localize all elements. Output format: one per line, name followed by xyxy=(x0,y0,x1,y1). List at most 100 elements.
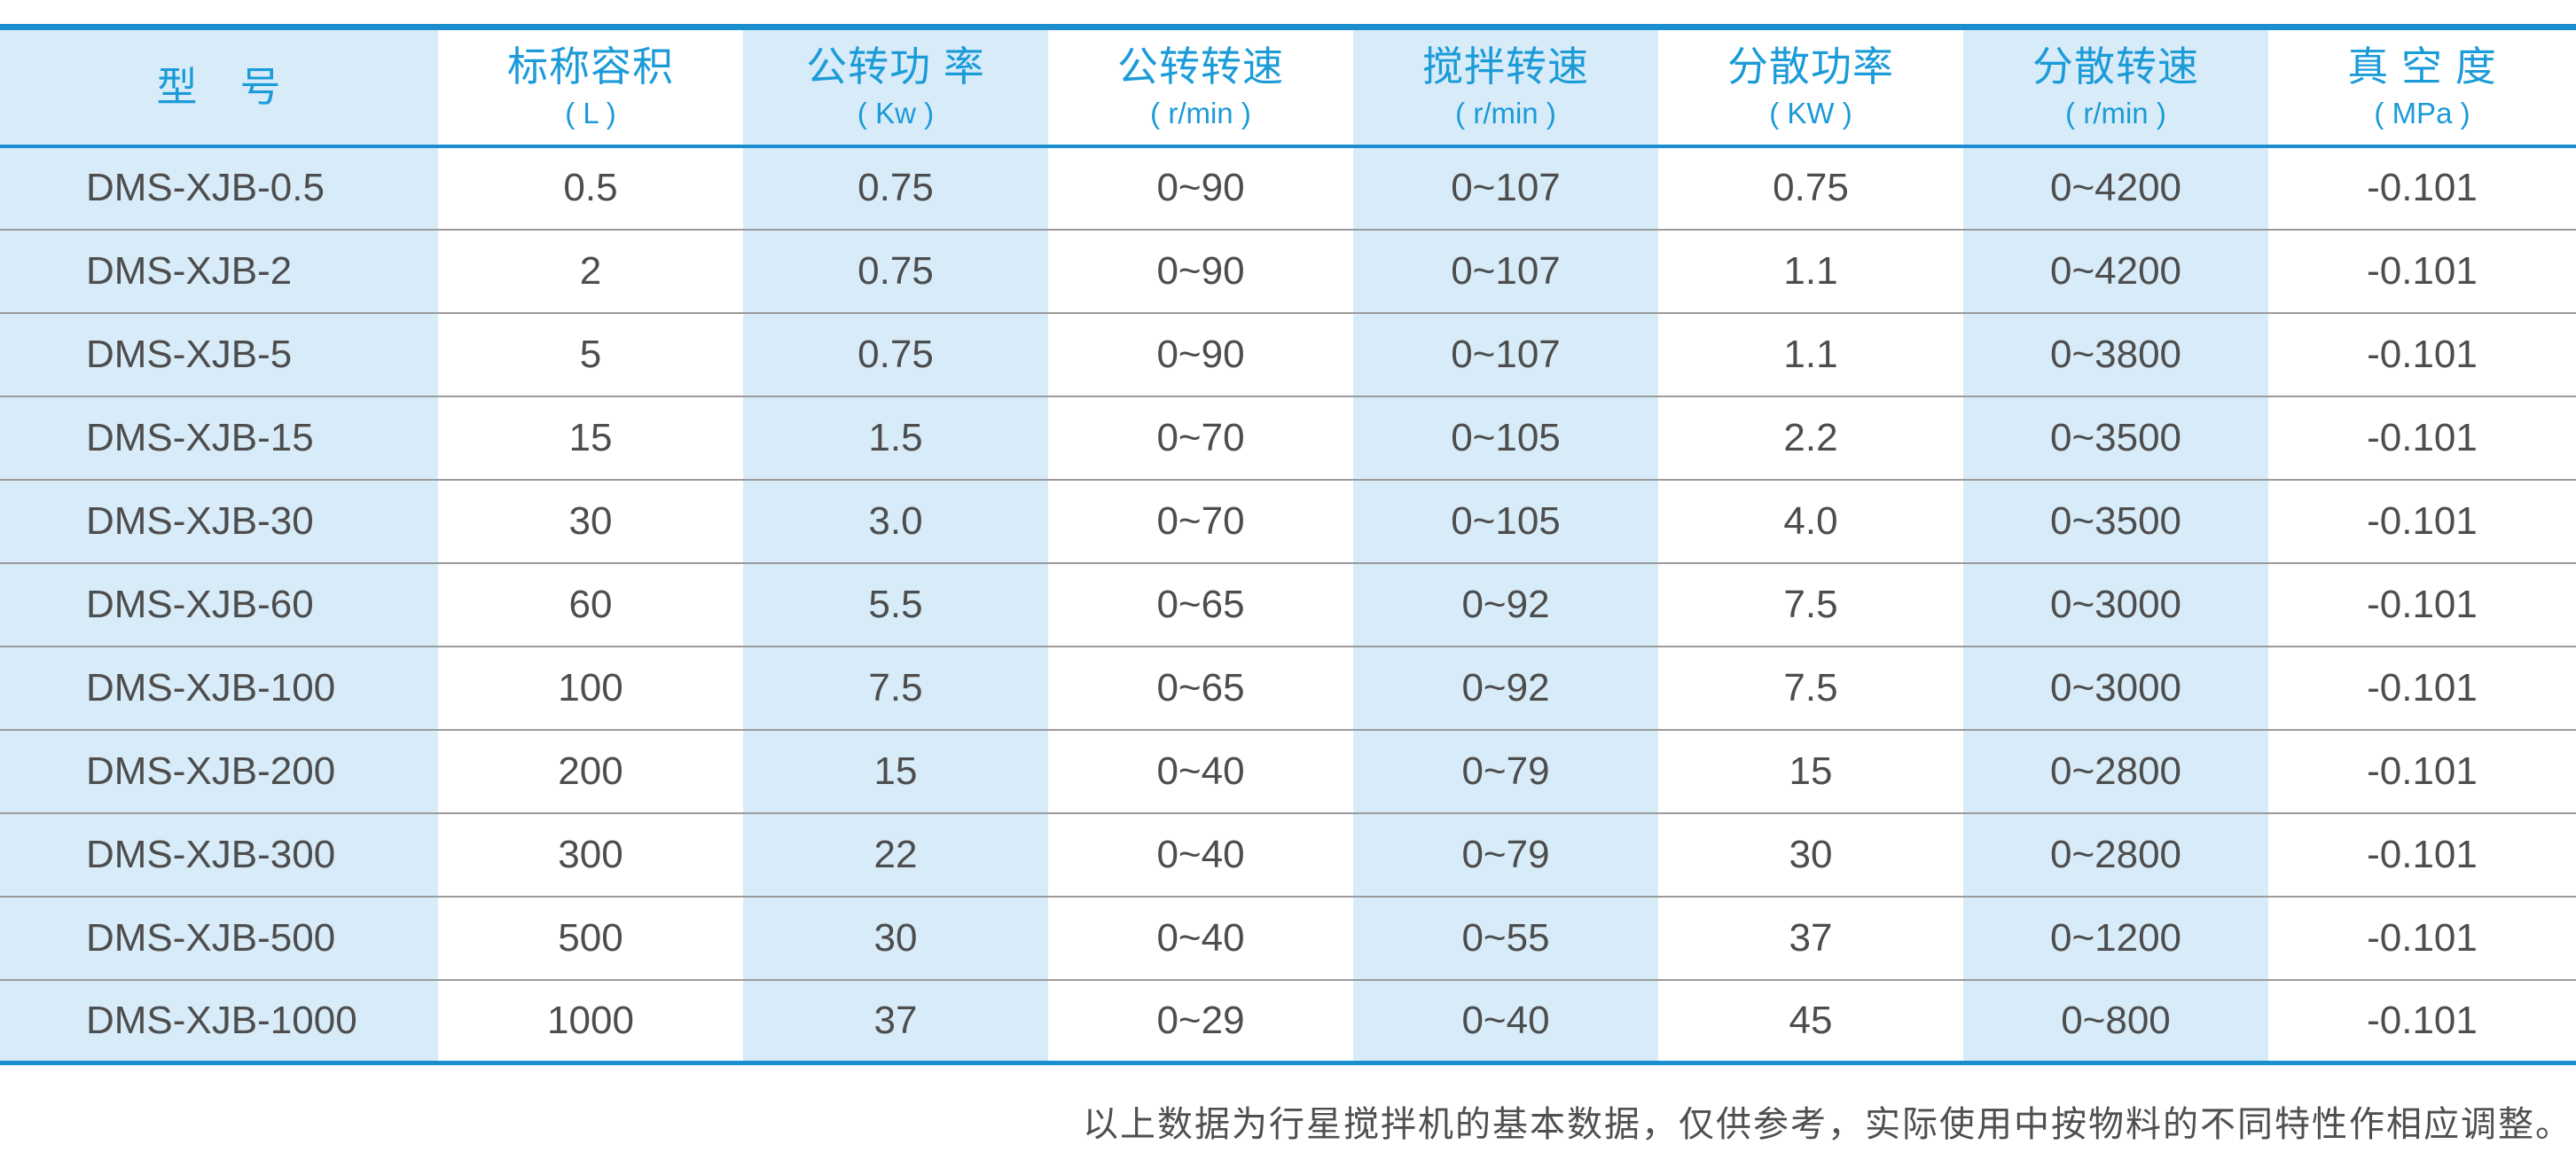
value-cell: 15 xyxy=(743,728,1048,813)
value-cell: 22 xyxy=(743,811,1048,897)
value-cell: 0~40 xyxy=(1048,895,1353,980)
value-cell: 0~40 xyxy=(1353,978,1658,1063)
column-title: 分散功率 xyxy=(1727,43,1894,90)
value-cell: 100 xyxy=(438,645,743,730)
value-cell: 0~3800 xyxy=(1963,311,2268,396)
value-cell: -0.101 xyxy=(2268,228,2576,313)
model-cell: DMS-XJB-15 xyxy=(0,395,438,480)
value-cell: 0~90 xyxy=(1048,311,1353,396)
value-cell: 0~79 xyxy=(1353,811,1658,897)
column-header-dispersion-power: 分散功率 ( KW ) xyxy=(1658,27,1963,148)
column-header-revolution-speed: 公转转速 ( r/min ) xyxy=(1048,27,1353,148)
value-cell: 7.5 xyxy=(1658,645,1963,730)
value-cell: 0~79 xyxy=(1353,728,1658,813)
column-title: 搅拌转速 xyxy=(1422,43,1589,90)
table-row: DMS-XJB-100 100 7.5 0~65 0~92 7.5 0~3000 -0.101 xyxy=(0,645,2576,730)
value-cell: 0~3500 xyxy=(1963,395,2268,480)
value-cell: 0~40 xyxy=(1048,811,1353,897)
model-cell: DMS-XJB-0.5 xyxy=(0,145,438,230)
table-row: DMS-XJB-200 200 15 0~40 0~79 15 0~2800 -0.101 xyxy=(0,728,2576,813)
value-cell: -0.101 xyxy=(2268,645,2576,730)
value-cell: 1000 xyxy=(438,978,743,1063)
column-title: 公转转速 xyxy=(1117,43,1284,90)
table-row: DMS-XJB-300 300 22 0~40 0~79 30 0~2800 -0.101 xyxy=(0,811,2576,897)
value-cell: 500 xyxy=(438,895,743,980)
value-cell: 0~92 xyxy=(1353,561,1658,647)
column-title: 真 空 度 xyxy=(2347,43,2497,90)
column-header-stirring-speed: 搅拌转速 ( r/min ) xyxy=(1353,27,1658,148)
table-row: DMS-XJB-5 5 0.75 0~90 0~107 1.1 0~3800 -0.101 xyxy=(0,311,2576,396)
model-cell: DMS-XJB-1000 xyxy=(0,978,438,1063)
spec-sheet: 型 号 标称容积 ( L ) 公转功 率 ( Kw ) 公转转速 ( r/min… xyxy=(0,24,2576,1176)
value-cell: -0.101 xyxy=(2268,978,2576,1063)
value-cell: 60 xyxy=(438,561,743,647)
column-unit: ( r/min ) xyxy=(1455,96,1556,129)
column-header-vacuum-degree: 真 空 度 ( MPa ) xyxy=(2268,27,2576,148)
value-cell: 0~65 xyxy=(1048,561,1353,647)
value-cell: 0~105 xyxy=(1353,395,1658,480)
value-cell: 37 xyxy=(743,978,1048,1063)
value-cell: 0~2800 xyxy=(1963,728,2268,813)
value-cell: 0~3000 xyxy=(1963,645,2268,730)
table-row: DMS-XJB-0.5 0.5 0.75 0~90 0~107 0.75 0~4200 -0.… xyxy=(0,145,2576,230)
model-cell: DMS-XJB-100 xyxy=(0,645,438,730)
value-cell: 0.75 xyxy=(743,145,1048,230)
value-cell: 0~2800 xyxy=(1963,811,2268,897)
value-cell: 15 xyxy=(1658,728,1963,813)
value-cell: 0~105 xyxy=(1353,478,1658,563)
value-cell: 1.1 xyxy=(1658,228,1963,313)
column-header-revolution-power: 公转功 率 ( Kw ) xyxy=(743,27,1048,148)
value-cell: 3.0 xyxy=(743,478,1048,563)
value-cell: 0.5 xyxy=(563,166,618,209)
table-row: DMS-XJB-500 500 30 0~40 0~55 37 0~1200 -0.101 xyxy=(0,895,2576,980)
table-row: DMS-XJB-2 2 0.75 0~90 0~107 1.1 0~4200 -0.101 xyxy=(0,228,2576,313)
value-cell: 0~92 xyxy=(1353,645,1658,730)
header-row: 型 号 标称容积 ( L ) 公转功 率 ( Kw ) 公转转速 ( r/min… xyxy=(0,27,2576,148)
value-cell: 7.5 xyxy=(743,645,1048,730)
value-cell: 0~55 xyxy=(1353,895,1658,980)
column-unit: ( Kw ) xyxy=(857,96,935,129)
value-cell: 1.1 xyxy=(1658,311,1963,396)
value-cell: 15 xyxy=(438,395,743,480)
column-title: 标称容积 xyxy=(507,43,674,90)
value-cell: 200 xyxy=(438,728,743,813)
value-cell: 7.5 xyxy=(1658,561,1963,647)
value-cell: 0~107 xyxy=(1353,145,1658,230)
column-title: 分散转速 xyxy=(2032,43,2199,90)
value-cell: 0~70 xyxy=(1048,395,1353,480)
table-row: DMS-XJB-1000 1000 37 0~29 0~40 45 0~800 -0.101 xyxy=(0,978,2576,1063)
value-cell: 0~800 xyxy=(1963,978,2268,1063)
value-cell: 0.75 xyxy=(743,311,1048,396)
value-cell: 300 xyxy=(438,811,743,897)
value-cell: 4.0 xyxy=(1658,478,1963,563)
column-header-nominal-volume: 标称容积 ( L ) xyxy=(438,27,743,148)
column-title: 型 号 xyxy=(156,63,282,110)
value-cell: -0.101 xyxy=(2268,728,2576,813)
table-body: DMS-XJB-0.5 0.5 0.75 0~90 0~107 0.75 0~4200 -0.… xyxy=(0,145,2576,1063)
value-cell: 1.5 xyxy=(743,395,1048,480)
value-cell: -0.101 xyxy=(2268,895,2576,980)
table-row: DMS-XJB-15 15 1.5 0~70 0~105 2.2 0~3500 -0.101 xyxy=(0,395,2576,480)
table-row: DMS-XJB-60 60 5.5 0~65 0~92 7.5 0~3000 -0.101 xyxy=(0,561,2576,647)
column-unit: ( MPa ) xyxy=(2374,96,2470,129)
value-cell: 5.5 xyxy=(743,561,1048,647)
column-unit: ( r/min ) xyxy=(2065,96,2166,129)
footnote: 以上数据为行星搅拌机的基本数据，仅供参考，实际使用中按物料的不同特性作相应调整。 xyxy=(1083,1104,2572,1145)
value-cell: 2.2 xyxy=(1658,395,1963,480)
value-cell: 0~3500 xyxy=(1963,478,2268,563)
column-title: 公转功 率 xyxy=(806,43,985,90)
value-cell: 0~107 xyxy=(1353,311,1658,396)
value-cell: 0~90 xyxy=(1048,228,1353,313)
value-cell: 37 xyxy=(1658,895,1963,980)
value-cell: 45 xyxy=(1658,978,1963,1063)
value-cell: -0.101 xyxy=(2268,478,2576,563)
value-cell: 0~4200 xyxy=(1963,228,2268,313)
column-unit: ( L ) xyxy=(565,96,616,129)
value-cell: 0~3000 xyxy=(1963,561,2268,647)
value-cell: 30 xyxy=(438,478,743,563)
value-cell: 0~4200 xyxy=(1963,145,2268,230)
value-cell: 30 xyxy=(743,895,1048,980)
column-header-dispersion-speed: 分散转速 ( r/min ) xyxy=(1963,27,2268,148)
model-cell: DMS-XJB-500 xyxy=(0,895,438,980)
value-cell: 0.75 xyxy=(1773,166,1849,209)
